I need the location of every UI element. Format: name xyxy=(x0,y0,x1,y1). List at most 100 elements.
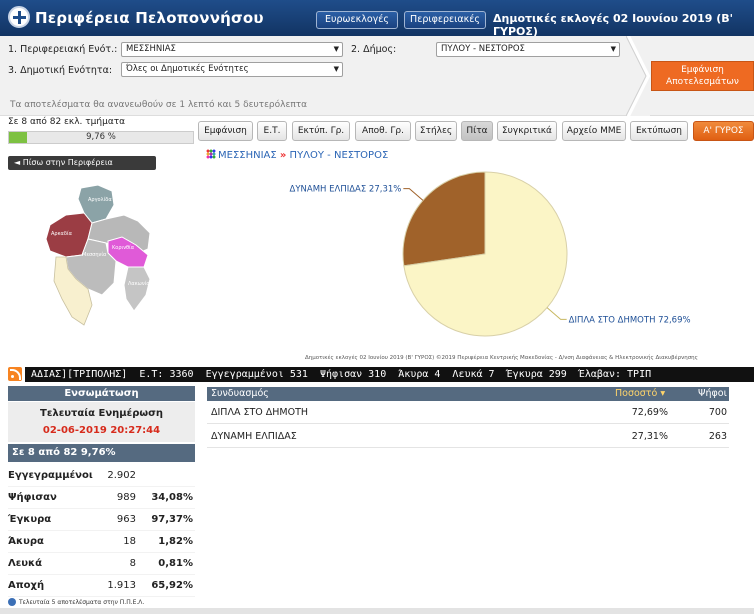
district-label: 3. Δημοτική Ενότητα: xyxy=(8,65,113,76)
nav-regional-button[interactable]: Περιφερειακές xyxy=(404,11,486,29)
sort-down-icon: ▾ xyxy=(660,388,666,399)
logo-icon xyxy=(8,6,30,28)
progress-text: 9,76 % xyxy=(86,132,116,142)
table-row[interactable]: ΔΥΝΑΜΗ ΕΛΠΙΔΑΣ 27,31% 263 xyxy=(207,426,729,448)
summary-row-label: Αποχή xyxy=(8,580,45,591)
summary-row-label: Έγκυρα xyxy=(8,514,52,525)
summary-row: Λευκά 8 0,81% xyxy=(8,553,195,575)
pie-leader-1 xyxy=(546,307,567,320)
pie-slice-1[interactable] xyxy=(403,171,568,337)
chevron-down-icon: ▼ xyxy=(610,45,616,53)
map-label-2: Κορινθία xyxy=(112,244,135,251)
summary-row: Εγγεγραμμένοι 2.902 xyxy=(8,465,195,487)
chart-caption: Δημοτικές εκλογές 02 Ιουνίου 2019 (Β' ΓΥ… xyxy=(305,355,698,361)
tool-media-file-button[interactable]: Αρχείο ΜΜΕ xyxy=(562,121,626,141)
rss-icon[interactable] xyxy=(8,367,22,381)
arrow-left-icon: ◄ xyxy=(14,158,23,167)
progress-fill xyxy=(9,132,27,143)
summary-row-pct: 0,81% xyxy=(158,558,193,569)
map-label-3: Λακωνία xyxy=(128,280,150,287)
map-label-1: Αρκαδία xyxy=(51,230,73,237)
tool-save-chart-button[interactable]: Αποθ. Γρ. xyxy=(355,121,411,141)
table-row[interactable]: ΔΙΠΛΑ ΣΤΟ ΔΗΜΟΤΗ 72,69% 700 xyxy=(207,402,729,424)
summary-row-value: 18 xyxy=(123,536,136,547)
progress-label: Σε 8 από 82 εκλ. τμήματα xyxy=(8,117,126,127)
last-update-time: 02-06-2019 20:27:44 xyxy=(42,425,161,436)
summary-progress: Σε 8 από 82 9,76% xyxy=(8,444,195,462)
unit-select-value: ΜΕΣΣΗΝΙΑΣ xyxy=(126,44,176,54)
summary-row: Έγκυρα 963 97,37% xyxy=(8,509,195,531)
tool-et-button[interactable]: Ε.Τ. xyxy=(257,121,287,141)
map-region-southeast[interactable] xyxy=(123,266,151,312)
col-party-header[interactable]: Συνδυασμός xyxy=(211,388,269,399)
news-ticker: ΑΔΙΑΣ][ΤΡΙΠΟΛΗΣ] Ε.Τ: 3360 Εγγεγραμμένοι… xyxy=(25,367,754,382)
back-to-region-label: Πίσω στην Περιφέρεια xyxy=(22,158,113,167)
progress-bar: 9,76 % xyxy=(8,131,194,144)
show-results-button[interactable]: Εμφάνιση Αποτελεσμάτων xyxy=(651,61,754,91)
col-percent-header[interactable]: Ποσοστό ▾ xyxy=(615,387,665,401)
tool-columns-button[interactable]: Στήλες xyxy=(415,121,457,141)
party-percent: 27,31% xyxy=(631,431,668,442)
col-percent-label: Ποσοστό xyxy=(615,388,658,399)
tool-print-button[interactable]: Εκτύπωση xyxy=(630,121,688,141)
pie-label-1: ΔΙΠΛΑ ΣΤΟ ΔΗΜΟΤΗ 72,69% xyxy=(569,315,691,325)
summary-row-pct: 1,82% xyxy=(158,536,193,547)
party-name: ΔΙΠΛΑ ΣΤΟ ΔΗΜΟΤΗ xyxy=(211,407,309,418)
info-icon xyxy=(8,598,16,606)
summary-row-label: Εγγεγραμμένοι xyxy=(8,470,93,481)
summary-row-value: 2.902 xyxy=(107,470,136,481)
nav-euroelections-button[interactable]: Ευρωεκλογές xyxy=(316,11,398,29)
chevron-down-icon: ▼ xyxy=(333,45,339,53)
summary-row-label: Ψήφισαν xyxy=(8,492,57,503)
grid-dots-icon xyxy=(206,149,216,159)
pie-slice-0[interactable] xyxy=(402,171,486,267)
tool-compare-button[interactable]: Συγκριτικά xyxy=(497,121,557,141)
municipality-label: 2. Δήμος: xyxy=(351,44,397,55)
district-select[interactable]: Όλες οι Δημοτικές Ενότητες ▼ xyxy=(121,62,343,77)
unit-label: 1. Περιφερειακή Ενότ.: xyxy=(8,44,118,55)
tool-print-chart-button[interactable]: Εκτύπ. Γρ. xyxy=(292,121,350,141)
breadcrumb: ΜΕΣΣΗΝΙΑΣ » ΠΥΛΟΥ - ΝΕΣΤΟΡΟΣ xyxy=(206,149,388,161)
back-to-region-button[interactable]: ◄ Πίσω στην Περιφέρεια xyxy=(8,156,156,170)
election-title: Δημοτικές εκλογές 02 Ιουνίου 2019 (Β' ΓΥ… xyxy=(493,12,734,38)
summary-row-label: Άκυρα xyxy=(8,536,44,547)
map-label-4: Μεσσηνία xyxy=(82,251,107,258)
footnote-text: Τελευταία 5 αποτελέσματα στην Π.Π.Ε.Λ. xyxy=(19,599,145,606)
app-header: Περιφέρεια Πελοποννήσου Ευρωεκλογές Περι… xyxy=(0,0,754,38)
summary-row: Άκυρα 18 1,82% xyxy=(8,531,195,553)
party-votes: 700 xyxy=(708,407,727,418)
summary-row-pct: 97,37% xyxy=(151,514,193,525)
results-table-header: Συνδυασμός Ποσοστό ▾ Ψήφοι xyxy=(207,387,729,401)
summary-row-value: 1.913 xyxy=(107,580,136,591)
footnote: Τελευταία 5 αποτελέσματα στην Π.Π.Ε.Λ. xyxy=(8,598,144,606)
show-results-line1: Εμφάνιση xyxy=(681,65,724,75)
municipality-select-value: ΠΥΛΟΥ - ΝΕΣΤΟΡΟΣ xyxy=(441,44,525,54)
tool-show-button[interactable]: Εμφάνιση xyxy=(198,121,253,141)
tool-pie-button[interactable]: Πίτα xyxy=(461,121,493,141)
summary-row-pct: 34,08% xyxy=(151,492,193,503)
first-round-button[interactable]: Α' ΓΥΡΟΣ xyxy=(693,121,754,141)
summary-row-value: 963 xyxy=(116,514,136,525)
summary-row-pct: 65,92% xyxy=(151,580,193,591)
map-region-southwest[interactable] xyxy=(53,256,93,326)
summary-row-value: 989 xyxy=(116,492,136,503)
municipality-select[interactable]: ΠΥΛΟΥ - ΝΕΣΤΟΡΟΣ ▼ xyxy=(436,42,620,57)
district-select-value: Όλες οι Δημοτικές Ενότητες xyxy=(126,64,249,74)
show-results-line2: Αποτελεσμάτων xyxy=(666,77,739,87)
breadcrumb-region[interactable]: ΜΕΣΣΗΝΙΑΣ xyxy=(218,150,277,161)
map-label-0: Αργολίδα xyxy=(88,196,112,203)
chevron-divider-icon xyxy=(626,36,650,116)
horizontal-scrollbar[interactable] xyxy=(0,608,754,614)
party-votes: 263 xyxy=(708,431,727,442)
unit-select[interactable]: ΜΕΣΣΗΝΙΑΣ ▼ xyxy=(121,42,343,57)
summary-row: Ψήφισαν 989 34,08% xyxy=(8,487,195,509)
last-update-label: Τελευταία Ενημέρωση xyxy=(40,408,163,419)
summary-title: Ενσωμάτωση xyxy=(8,386,195,401)
summary-row: Αποχή 1.913 65,92% xyxy=(8,575,195,597)
app-title: Περιφέρεια Πελοποννήσου xyxy=(35,9,264,27)
summary-row-value: 8 xyxy=(129,558,136,569)
refresh-countdown: Τα αποτελέσματα θα ανανεωθούν σε 1 λεπτό… xyxy=(10,100,308,110)
summary-row-label: Λευκά xyxy=(8,558,43,569)
col-votes-header[interactable]: Ψήφοι xyxy=(698,388,727,399)
breadcrumb-municipality: ΠΥΛΟΥ - ΝΕΣΤΟΡΟΣ xyxy=(289,150,389,161)
